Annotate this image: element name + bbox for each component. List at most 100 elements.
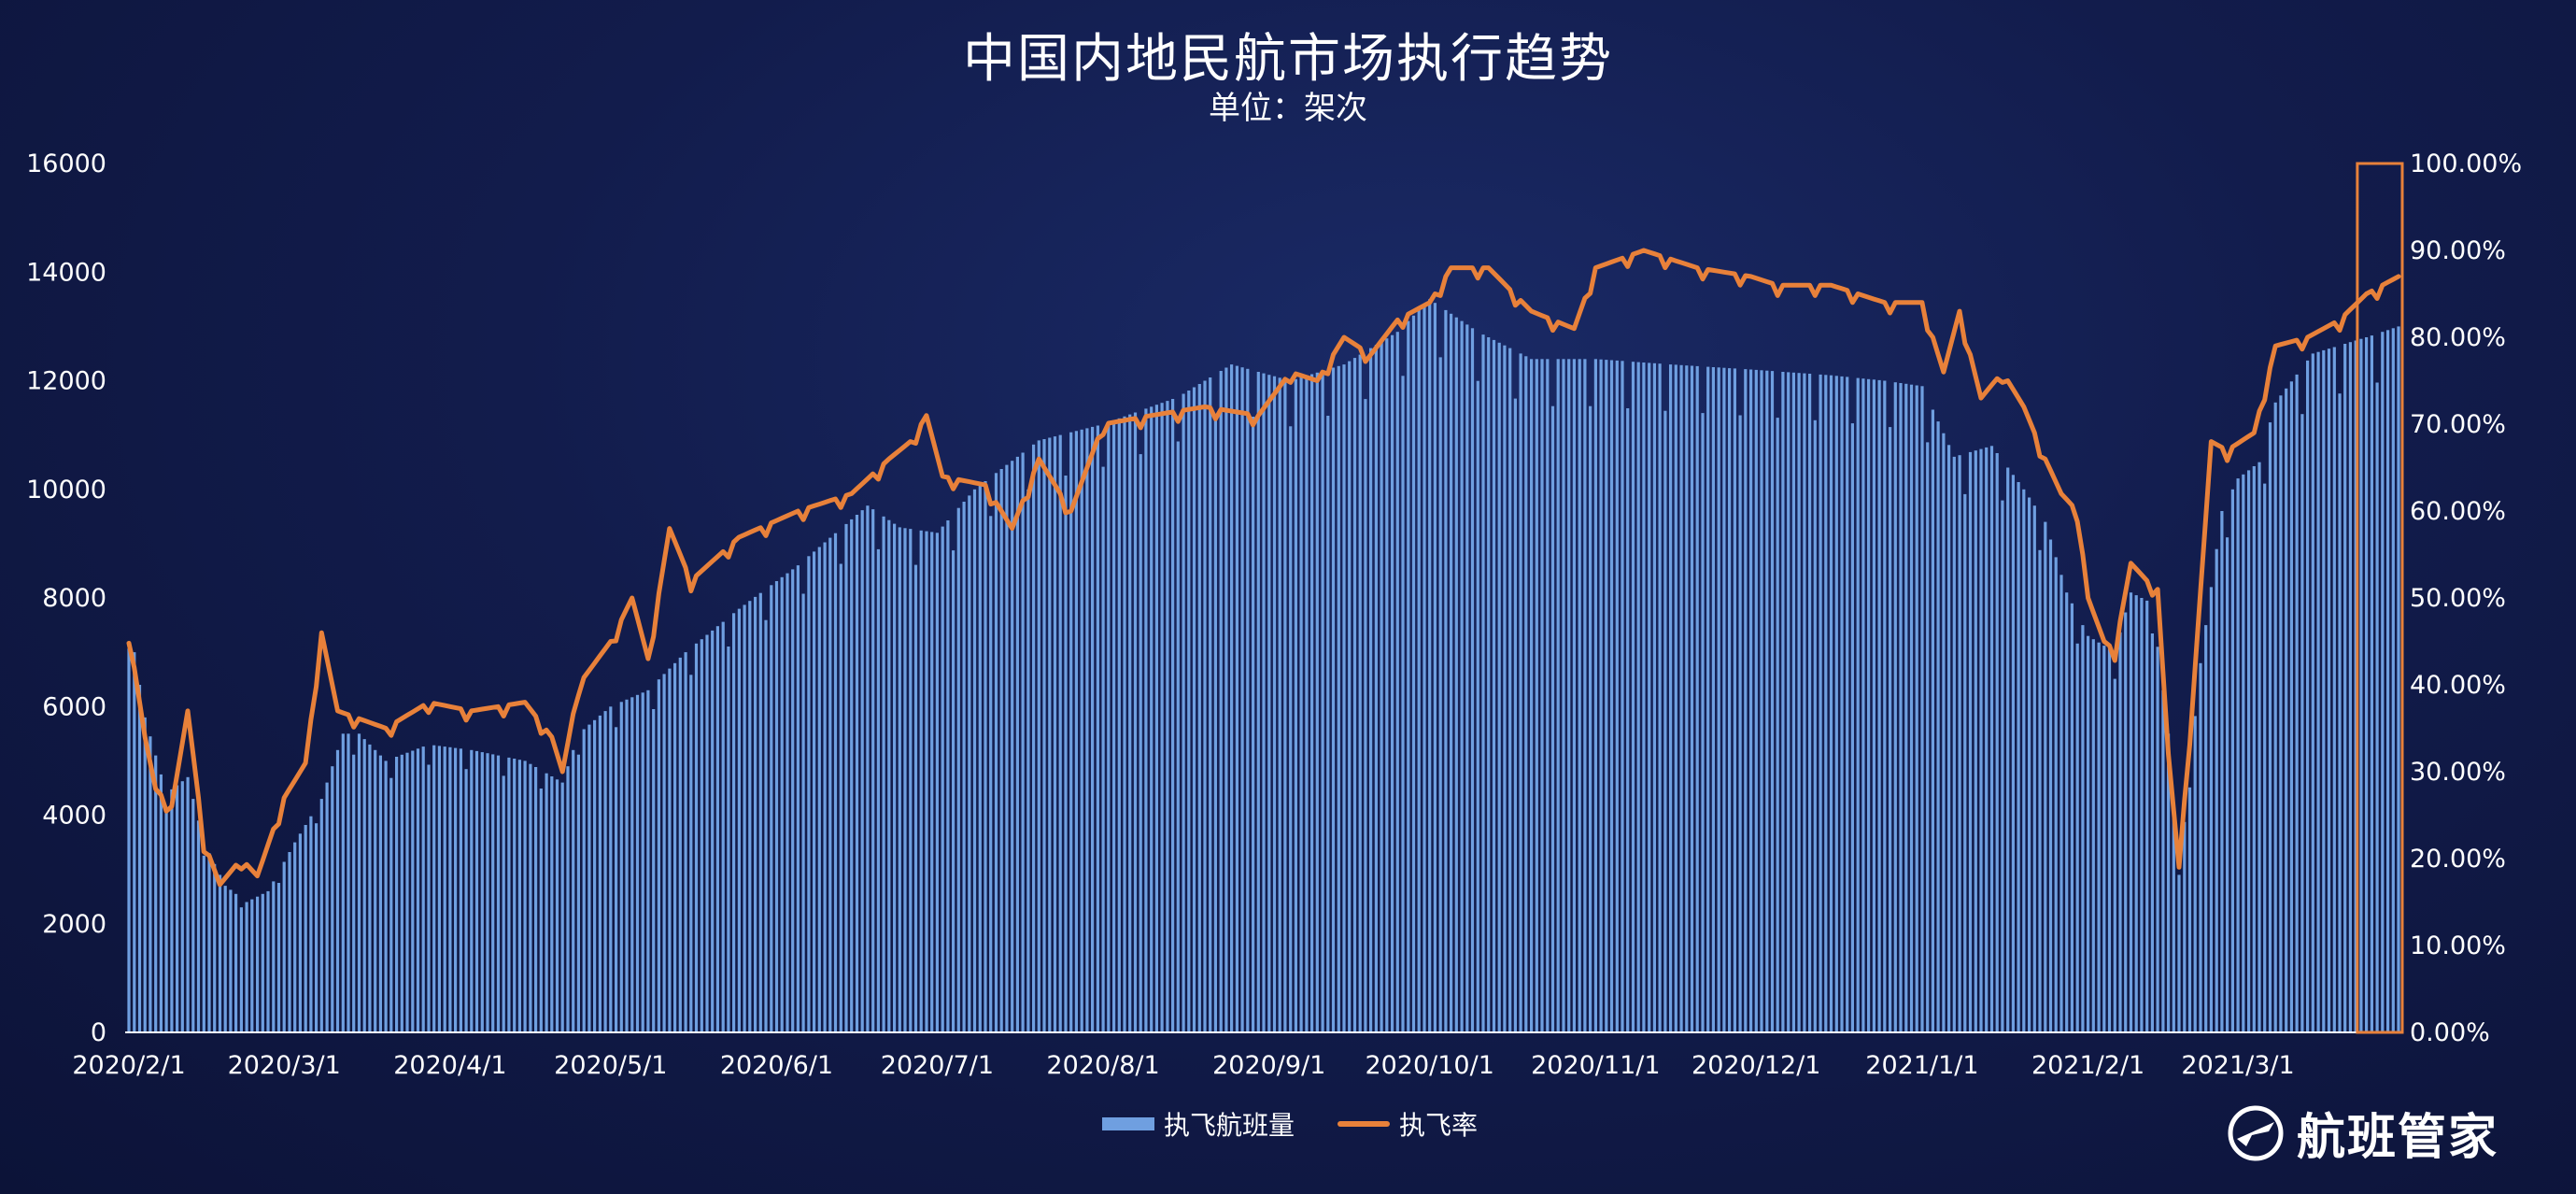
bar-mark [1091, 426, 1095, 1032]
bar-mark [1470, 328, 1475, 1032]
bar-mark [2183, 821, 2187, 1032]
bar-mark [539, 789, 543, 1032]
bar-mark [309, 816, 313, 1032]
bar-mark [876, 548, 880, 1032]
x-tick-label: 2020/8/1 [1046, 1051, 1159, 1080]
bar-mark [1048, 437, 1052, 1032]
bar-mark [159, 774, 163, 1032]
y-right-tick-label: 80.00% [2410, 323, 2506, 352]
bar-mark [662, 674, 666, 1032]
bar-mark [1850, 423, 1854, 1033]
bar-mark [1160, 403, 1164, 1032]
bar-mark [807, 556, 811, 1032]
bar-mark [1101, 466, 1105, 1033]
bar-mark [2097, 642, 2101, 1032]
bar-mark [1267, 375, 1271, 1032]
bar-mark [1674, 364, 1677, 1032]
bar-mark [2215, 548, 2218, 1032]
bar-mark [2247, 470, 2251, 1032]
bar-mark [1235, 365, 1238, 1033]
bar-mark [1444, 309, 1448, 1032]
bar-mark [1963, 493, 1967, 1032]
bar-mark [1192, 387, 1196, 1032]
x-tick-label: 2020/9/1 [1212, 1051, 1325, 1080]
bar-mark [625, 699, 629, 1032]
bar-mark [276, 883, 281, 1032]
bar-mark [1926, 442, 1930, 1032]
bar-mark [389, 777, 393, 1032]
bar-mark [1609, 360, 1614, 1032]
bar-mark [1107, 421, 1111, 1032]
bar-mark [566, 766, 570, 1032]
bar-mark [1342, 364, 1346, 1033]
bar-mark [1915, 385, 1918, 1032]
x-tick-label: 2021/3/1 [2181, 1051, 2294, 1080]
highlight-box [2356, 162, 2404, 1034]
bar-mark [1985, 447, 1989, 1032]
bar-mark [1744, 369, 1748, 1033]
bar-mark [1144, 408, 1148, 1032]
y-right-tick-label: 90.00% [2410, 236, 2506, 265]
bar-mark [2252, 466, 2256, 1032]
bar-mark [2167, 733, 2171, 1032]
bar-mark [1615, 360, 1619, 1032]
bar-mark [2391, 328, 2395, 1032]
bar-mark [1454, 317, 1458, 1032]
bar-mark [582, 729, 586, 1032]
bar-mark [480, 752, 484, 1032]
bar-mark [1326, 416, 1330, 1032]
bar-mark [347, 733, 350, 1032]
bar-mark [1760, 370, 1763, 1032]
bar-mark [474, 750, 479, 1032]
bar-mark [1176, 441, 1180, 1032]
bar-mark [2343, 344, 2347, 1032]
bar-mark [2386, 330, 2390, 1033]
bar-mark [1556, 359, 1560, 1033]
bar-mark [1652, 362, 1656, 1032]
bar-mark [694, 643, 699, 1032]
bar-mark [673, 662, 677, 1033]
bar-mark [1803, 373, 1806, 1033]
bar-mark [1979, 448, 1983, 1033]
bar-mark [2289, 381, 2293, 1032]
bar-mark [1369, 348, 1373, 1033]
bar-mark [2118, 632, 2122, 1032]
legend-label-rate: 执飞率 [1399, 1110, 1479, 1141]
bar-mark [459, 748, 462, 1032]
legend-item-rate[interactable]: 执飞率 [1338, 1105, 1478, 1143]
bar-mark [2338, 393, 2342, 1032]
bar-mark [2359, 338, 2363, 1032]
bar-mark [1080, 429, 1083, 1032]
bar-mark [1074, 431, 1078, 1032]
x-tick-label: 2021/2/1 [2031, 1051, 2144, 1080]
bar-mark [1626, 408, 1630, 1032]
bar-mark [1331, 367, 1336, 1032]
bar-mark [786, 573, 789, 1032]
bar-mark [1819, 374, 1822, 1032]
bar-mark [1128, 414, 1132, 1033]
bar-mark [1283, 378, 1287, 1032]
bar-mark [1133, 412, 1138, 1032]
legend-item-flights[interactable]: 执飞航班量 [1102, 1105, 1295, 1143]
bar-mark [1589, 405, 1592, 1032]
y-left-tick-label: 12000 [26, 367, 106, 396]
bar-mark [234, 893, 238, 1032]
bar-mark [2140, 598, 2144, 1032]
bar-mark [978, 485, 982, 1032]
bar-mark [1465, 324, 1469, 1032]
bar-mark [1476, 380, 1479, 1032]
bar-mark [1171, 399, 1175, 1032]
y-left-tick-label: 8000 [42, 584, 106, 613]
bar-mark [1904, 383, 1908, 1032]
bar-mark [1112, 419, 1116, 1032]
bar-mark [593, 719, 597, 1032]
bar-mark [1064, 476, 1068, 1032]
bar-mark [1224, 367, 1228, 1032]
bar-mark [2065, 592, 2069, 1032]
bar-mark [1450, 313, 1453, 1032]
bar-mark [678, 657, 682, 1032]
bar-mark [437, 746, 441, 1032]
bar-mark [972, 489, 977, 1033]
bar-mark [1578, 359, 1581, 1033]
bar-mark [1936, 421, 1940, 1033]
